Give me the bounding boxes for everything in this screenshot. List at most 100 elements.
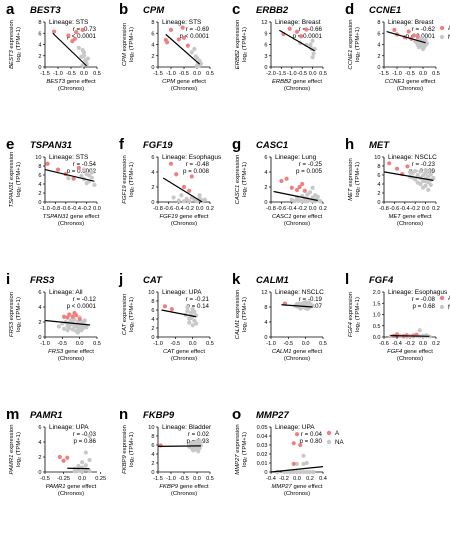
a-point [181, 35, 187, 40]
r-value: r = -0.54 [73, 161, 97, 168]
a-point [294, 187, 300, 193]
x-tick-label: -0.4 [174, 206, 184, 212]
na-point [418, 181, 423, 187]
na-point [188, 316, 194, 321]
a-point [180, 25, 185, 30]
na-point [308, 42, 313, 47]
na-point [428, 182, 433, 187]
lineage-label: Lineage: Esophagus [388, 289, 448, 296]
y-axis-label: FGF4 expression [348, 292, 354, 337]
na-point [313, 193, 318, 198]
p-value: p < 0.0001 [180, 33, 210, 40]
na-point [291, 469, 296, 475]
na-point [428, 172, 433, 177]
y-axis-sublabel: log₂ (TPM+1) [16, 27, 22, 62]
na-point [79, 328, 84, 333]
y-tick-label: 0 [151, 200, 154, 206]
y-axis-label: FRS3 expression [9, 292, 15, 337]
lineage-label: Lineage: UPA [49, 424, 89, 431]
na-point [304, 469, 309, 475]
na-point [305, 306, 310, 311]
y-tick-label: 6 [264, 155, 267, 161]
x-tick-label: 0.0 [80, 71, 88, 77]
x-tick-label: 0.0 [309, 71, 317, 77]
na-point [193, 54, 198, 59]
gene-title: TSPAN31 [30, 140, 72, 151]
panel-o: o MMP27 -0.4 -0.2 0.0 0.2 0.4 0 0.01 0.02 0.03 0.04… [232, 406, 344, 497]
y-axis-label: ERBB2 expression [235, 20, 241, 69]
a-point [291, 461, 296, 466]
regression-line [273, 190, 318, 202]
x-tick-label: -0.2 [82, 206, 92, 212]
y-axis-sublabel: log₂ (TPM+1) [242, 162, 248, 197]
y-axis-sublabel: log₂ (TPM+1) [242, 432, 248, 467]
na-point [298, 306, 303, 311]
panel-letter: f [119, 136, 125, 153]
gene-title: FRS3 [30, 275, 55, 286]
a-point [65, 455, 70, 460]
x-axis-sublabel: (Chronos) [284, 221, 310, 227]
a-point [176, 37, 181, 42]
panel-g: g CASC1 -0.8 -0.6 -0.4 -0.2 0.0 0.2 0 2 4 6 CASC1 ge… [232, 136, 327, 227]
na-point [192, 46, 197, 52]
x-tick-label: -0.8 [51, 206, 61, 212]
x-tick-label: -0.8 [266, 206, 276, 212]
x-axis-label: FKBP9 gene effect [159, 484, 209, 490]
na-point [310, 55, 315, 60]
lineage-label: Lineage: UPA [275, 424, 315, 431]
na-point [81, 50, 87, 55]
na-point [187, 320, 192, 325]
x-axis-sublabel: (Chronos) [171, 221, 197, 227]
y-tick-label: 0.04 [257, 434, 268, 440]
na-point [190, 323, 195, 328]
y-tick-label: 10 [148, 425, 154, 431]
y-axis-label: MMP27 expression [235, 424, 241, 474]
y-tick-label: 2 [38, 54, 41, 60]
x-tick-label: 0.5 [319, 341, 327, 347]
x-tick-label: -1.0 [166, 71, 176, 77]
a-point [404, 333, 409, 338]
na-point [294, 461, 300, 466]
a-point [304, 27, 309, 32]
na-point [301, 300, 307, 305]
x-axis-label: BEST3 gene effect [46, 79, 96, 85]
x-axis-sublabel: (Chronos) [58, 356, 84, 362]
r-value: r = -0.48 [186, 161, 210, 168]
x-tick-label: 0.0 [293, 476, 301, 482]
x-axis-sublabel: (Chronos) [58, 86, 84, 92]
x-tick-label: 0.0 [196, 206, 204, 212]
y-axis-label: BEST3 expression [9, 20, 15, 69]
x-tick-label: -0.8 [379, 206, 389, 212]
x-tick-label: -1.5 [379, 71, 389, 77]
na-point [185, 305, 190, 310]
gene-title: CAT [143, 275, 163, 286]
r-value: r = -0.69 [186, 26, 210, 33]
x-tick-label: -0.2 [184, 206, 194, 212]
legend-a-label: A [448, 295, 450, 302]
na-point [181, 199, 187, 204]
legend-na-label: NA [448, 34, 450, 41]
x-tick-label: 0.5 [206, 476, 214, 482]
regression-line [386, 30, 426, 44]
lineage-label: Lineage: NSCLC [388, 154, 437, 161]
a-point [76, 165, 81, 170]
na-point [187, 199, 192, 204]
legend-a-marker [439, 25, 445, 31]
p-value: p = 0.68 [412, 303, 435, 310]
y-tick-label: 3 [264, 54, 267, 60]
na-point [307, 300, 312, 305]
a-point [392, 27, 397, 32]
regression-line [270, 466, 324, 473]
x-tick-label: 0.2 [432, 341, 440, 347]
x-tick-label: -0.6 [277, 206, 287, 212]
y-tick-label: 2 [151, 326, 154, 332]
y-tick-label: 0 [264, 65, 267, 71]
y-tick-label: 0 [264, 470, 267, 476]
na-point [176, 198, 181, 203]
na-point [426, 187, 431, 192]
x-tick-label: -0.5 [58, 341, 68, 347]
na-point [413, 168, 418, 174]
a-point [411, 33, 416, 38]
y-axis-sublabel: log₂ (TPM+1) [16, 297, 22, 332]
r-value: r = 0.02 [188, 431, 210, 438]
